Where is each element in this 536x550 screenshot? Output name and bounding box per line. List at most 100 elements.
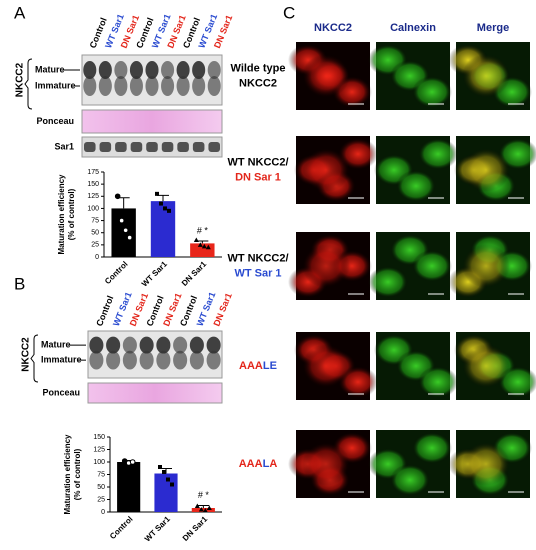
bracket	[24, 58, 33, 110]
cell	[462, 244, 510, 288]
band	[139, 350, 154, 370]
panel-label: B	[14, 274, 25, 293]
x-tick-label: WT Sar1	[143, 514, 172, 543]
strip-label: Ponceau	[36, 116, 74, 126]
data-point	[155, 191, 159, 196]
annotation: # *	[198, 490, 210, 500]
row-label-part: WT NKCC2/	[227, 156, 288, 168]
band	[129, 61, 143, 79]
y-tick-label: 175	[87, 169, 99, 176]
band	[177, 142, 189, 152]
data-point	[158, 465, 162, 469]
band	[129, 76, 143, 96]
band	[207, 61, 221, 79]
band	[122, 350, 137, 370]
cell	[418, 366, 458, 398]
cell	[390, 464, 430, 496]
cell	[418, 138, 458, 170]
strip-label: Ponceau	[42, 387, 80, 397]
y-tick-label: 150	[93, 434, 105, 441]
error-bar	[196, 240, 209, 244]
panel-label: C	[283, 3, 295, 22]
data-point	[205, 244, 211, 250]
strip	[87, 382, 223, 404]
y-tick-label: 150	[87, 181, 99, 188]
band	[130, 142, 143, 152]
row-label: WT NKCC2/	[227, 156, 288, 168]
y-tick-label: 125	[93, 446, 105, 453]
band	[192, 142, 205, 152]
band	[206, 350, 221, 370]
bar	[111, 208, 136, 257]
band	[89, 336, 104, 354]
x-tick-label: Control	[103, 260, 129, 286]
band	[192, 76, 206, 96]
cell	[396, 170, 436, 202]
cell	[302, 54, 350, 98]
band	[114, 76, 128, 96]
band	[83, 76, 97, 96]
y-tick-label: 75	[97, 471, 105, 478]
band	[192, 61, 206, 79]
row-label: DN Sar 1	[235, 171, 281, 183]
data-point	[206, 505, 212, 510]
band	[173, 350, 188, 370]
data-point	[193, 237, 199, 242]
protein-label: NKCC2	[21, 337, 32, 372]
row-label: WT Sar 1	[234, 267, 281, 279]
data-point	[194, 503, 200, 508]
bar	[190, 243, 215, 257]
band	[122, 336, 137, 354]
band	[139, 336, 154, 354]
y-tick-label: 0	[101, 509, 105, 516]
data-point	[114, 193, 121, 200]
data-point	[159, 201, 163, 206]
band	[176, 61, 190, 79]
band	[98, 61, 112, 79]
cell	[302, 344, 350, 388]
band	[161, 76, 175, 96]
band	[156, 336, 171, 354]
band	[98, 76, 112, 96]
cell	[412, 76, 452, 108]
row-label-part: WT NKCC2/	[227, 252, 288, 264]
bar	[191, 508, 215, 512]
y-tick-label: 50	[91, 230, 99, 237]
x-tick-label: Control	[108, 515, 134, 541]
column-header: NKCC2	[314, 22, 352, 34]
band	[145, 76, 159, 96]
row-label-part: A	[269, 458, 277, 470]
strip-label: Sar1	[54, 141, 74, 151]
cell	[462, 54, 510, 98]
y-tick-label: 75	[91, 217, 99, 224]
row-label-part: AAA	[239, 458, 263, 470]
data-point	[197, 242, 203, 247]
data-point	[167, 208, 171, 213]
y-tick-label: 0	[95, 254, 99, 261]
y-tick-label: 50	[97, 484, 105, 491]
data-point	[122, 227, 129, 234]
strip	[81, 109, 223, 134]
error-bar	[157, 194, 169, 202]
y-axis-label: (% of control)	[73, 448, 82, 500]
y-tick-label: 125	[87, 193, 99, 200]
row-label: WT NKCC2/	[227, 252, 288, 264]
row-label: AAALA	[239, 458, 278, 470]
band-label: Mature	[35, 64, 65, 74]
y-axis-label: Maturation efficiency	[57, 174, 66, 255]
row-label-part: LE	[263, 360, 277, 372]
cell	[462, 344, 510, 388]
band	[83, 61, 97, 79]
band	[145, 61, 159, 79]
band	[114, 61, 128, 79]
band	[156, 350, 171, 370]
cell	[368, 266, 408, 298]
y-axis-label: (% of control)	[67, 188, 76, 240]
band	[115, 142, 127, 152]
cell	[302, 244, 350, 288]
error-bar	[117, 197, 130, 209]
x-tick-label: DN Sar1	[180, 259, 209, 288]
cell	[412, 432, 452, 464]
band	[206, 336, 221, 354]
